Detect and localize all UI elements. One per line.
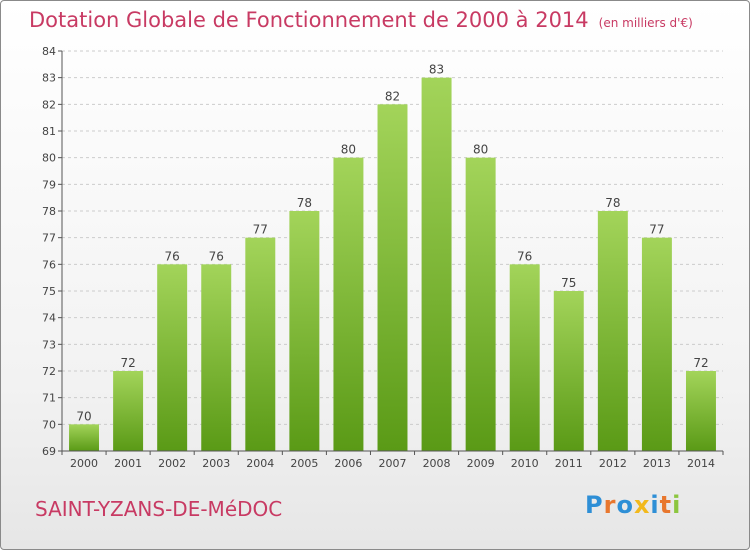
data-label: 78 bbox=[297, 196, 312, 210]
data-label: 76 bbox=[165, 249, 180, 263]
bar bbox=[597, 211, 628, 451]
data-label: 80 bbox=[341, 143, 356, 157]
x-tick-label: 2009 bbox=[467, 457, 495, 470]
data-label: 72 bbox=[693, 356, 708, 370]
y-tick-label: 78 bbox=[42, 205, 56, 218]
proxiti-logo: Proxiti bbox=[585, 491, 681, 519]
logo-letter: o bbox=[616, 491, 634, 519]
data-label: 78 bbox=[605, 196, 620, 210]
data-label: 80 bbox=[473, 143, 488, 157]
y-tick-label: 76 bbox=[42, 258, 56, 271]
y-tick-label: 74 bbox=[42, 312, 56, 325]
bar bbox=[465, 157, 496, 451]
x-tick-label: 2000 bbox=[70, 457, 98, 470]
y-tick-label: 80 bbox=[42, 152, 56, 165]
bar bbox=[245, 237, 276, 451]
data-label: 82 bbox=[385, 89, 400, 103]
y-tick-label: 82 bbox=[42, 98, 56, 111]
x-tick-label: 2011 bbox=[555, 457, 583, 470]
y-tick-label: 77 bbox=[42, 232, 56, 245]
data-label: 76 bbox=[209, 249, 224, 263]
x-tick-label: 2014 bbox=[687, 457, 715, 470]
data-label: 70 bbox=[76, 409, 91, 423]
x-tick-label: 2012 bbox=[599, 457, 627, 470]
logo-letter: t bbox=[659, 491, 673, 519]
y-axis-ticks: 69 70 71 72 73 74 75 76 77 78 79 80 81 82 83 84 bbox=[42, 45, 62, 458]
x-tick-label: 2002 bbox=[158, 457, 186, 470]
data-label: 72 bbox=[120, 356, 135, 370]
bar bbox=[509, 264, 540, 451]
bar bbox=[69, 424, 100, 451]
y-tick-label: 72 bbox=[42, 365, 56, 378]
y-tick-label: 79 bbox=[42, 178, 56, 191]
x-tick-label: 2013 bbox=[643, 457, 671, 470]
x-tick-label: 2005 bbox=[290, 457, 318, 470]
bar bbox=[641, 237, 672, 451]
x-tick-label: 2003 bbox=[202, 457, 230, 470]
logo-letter: P bbox=[585, 491, 604, 519]
data-label: 77 bbox=[649, 223, 664, 237]
axes bbox=[61, 51, 723, 452]
data-labels: 70 72 76 76 77 78 80 82 83 80 76 75 78 77 72 bbox=[76, 63, 708, 424]
logo-letter: i bbox=[650, 491, 660, 519]
chart-subtitle: (en milliers d'€) bbox=[598, 16, 693, 30]
chart-title: Dotation Globale de Fonctionnement de 20… bbox=[29, 8, 693, 32]
bar bbox=[377, 104, 408, 451]
y-tick-label: 81 bbox=[42, 125, 56, 138]
bar bbox=[201, 264, 232, 451]
x-tick-label: 2004 bbox=[246, 457, 274, 470]
x-tick-label: 2007 bbox=[379, 457, 407, 470]
logo-letter: i bbox=[672, 491, 682, 519]
logo-letter: x bbox=[633, 491, 651, 519]
x-axis-ticks: 2000 2001 2002 2003 2004 2005 2006 2007 2008 2009… bbox=[61, 451, 724, 470]
x-tick-label: 2010 bbox=[511, 457, 539, 470]
y-tick-label: 75 bbox=[42, 285, 56, 298]
bar bbox=[157, 264, 188, 451]
y-tick-label: 71 bbox=[42, 392, 56, 405]
data-label: 83 bbox=[429, 63, 444, 77]
y-tick-label: 73 bbox=[42, 338, 56, 351]
city-name: SAINT-YZANS-DE-MéDOC bbox=[35, 497, 283, 521]
chart-title-text: Dotation Globale de Fonctionnement de 20… bbox=[29, 8, 589, 32]
logo-letter: r bbox=[603, 491, 617, 519]
x-tick-label: 2006 bbox=[334, 457, 362, 470]
bar bbox=[333, 157, 364, 451]
bar bbox=[421, 77, 452, 452]
bar bbox=[685, 371, 716, 451]
y-tick-label: 70 bbox=[42, 418, 56, 431]
y-tick-label: 69 bbox=[42, 445, 56, 458]
data-label: 76 bbox=[517, 249, 532, 263]
bars bbox=[69, 77, 716, 452]
bar bbox=[113, 371, 144, 451]
data-label: 77 bbox=[253, 223, 268, 237]
data-label: 75 bbox=[561, 276, 576, 290]
x-tick-label: 2001 bbox=[114, 457, 142, 470]
y-tick-label: 84 bbox=[42, 45, 56, 58]
bar bbox=[553, 291, 584, 451]
x-tick-label: 2008 bbox=[423, 457, 451, 470]
y-tick-label: 83 bbox=[42, 72, 56, 85]
bar bbox=[289, 211, 320, 451]
